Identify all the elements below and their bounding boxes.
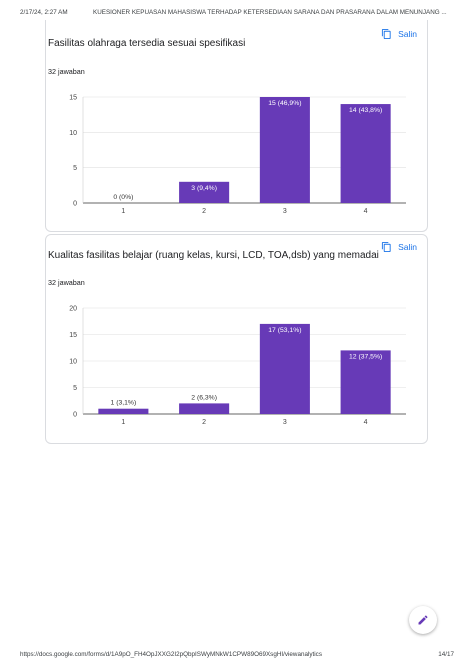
y-tick-label: 20 — [69, 306, 77, 313]
y-tick-label: 10 — [69, 359, 77, 366]
y-tick-label: 15 — [69, 95, 77, 102]
question-title: Fasilitas olahraga tersedia sesuai spesi… — [48, 38, 246, 49]
data-label: 15 (46,9%) — [268, 100, 301, 107]
data-label: 2 (6,3%) — [191, 394, 217, 401]
x-tick-label: 3 — [283, 419, 287, 426]
y-tick-label: 5 — [73, 165, 77, 172]
pdf-header: 2/17/24, 2:27 AM KUESIONER KEPUASAN MAHA… — [20, 9, 454, 19]
edit-button[interactable] — [409, 606, 437, 634]
data-label: 14 (43,8%) — [349, 107, 382, 114]
question-card-2: Salin Kualitas fasilitas belajar (ruang … — [45, 234, 428, 444]
bar — [98, 408, 149, 414]
x-tick-label: 4 — [364, 419, 368, 426]
data-label: 3 (9,4%) — [191, 185, 217, 192]
y-tick-label: 10 — [69, 130, 77, 137]
copy-icon — [382, 28, 391, 40]
x-tick-label: 2 — [202, 419, 206, 426]
copy-chart-button[interactable]: Salin — [381, 28, 417, 40]
data-label: 1 (3,1%) — [111, 400, 137, 407]
x-tick-label: 3 — [283, 208, 287, 215]
x-tick-label: 1 — [121, 208, 125, 215]
y-tick-label: 0 — [73, 412, 77, 419]
data-label: 17 (53,1%) — [268, 327, 301, 334]
bar-chart-2: 0 5 10 15 20 1 (3,1%) 1 2 (6,3%) 2 17 (53,1%) 3 12 … — [69, 306, 406, 426]
data-label: 0 (0%) — [113, 194, 133, 201]
copy-chart-button[interactable]: Salin — [381, 241, 417, 253]
response-count: 32 jawaban — [48, 67, 85, 76]
y-tick-label: 0 — [73, 201, 77, 208]
x-tick-label: 4 — [364, 208, 368, 215]
bar-chart-1: 0 5 10 15 0 (0%) 1 3 (9,4%) 2 15 (46,9%) 3 14 (43,… — [69, 95, 406, 215]
page-url: https://docs.google.com/forms/d/1A9pO_FH… — [20, 651, 322, 658]
pencil-icon — [418, 615, 428, 625]
y-tick-label: 15 — [69, 332, 77, 339]
bar — [259, 323, 310, 414]
bar — [179, 403, 230, 414]
bar — [340, 104, 391, 203]
data-label: 12 (37,5%) — [349, 353, 382, 360]
print-date: 2/17/24, 2:27 AM — [20, 9, 68, 16]
copy-icon — [382, 241, 391, 253]
x-tick-label: 2 — [202, 208, 206, 215]
bar — [179, 181, 230, 203]
copy-label: Salin — [398, 242, 417, 252]
question-card-1: Salin Fasilitas olahraga tersedia sesuai… — [45, 20, 428, 232]
question-title: Kualitas fasilitas belajar (ruang kelas,… — [48, 250, 379, 261]
page-number: 14/17 — [438, 651, 454, 658]
response-count: 32 jawaban — [48, 278, 85, 287]
bar — [259, 97, 310, 203]
y-tick-label: 5 — [73, 385, 77, 392]
copy-label: Salin — [398, 29, 417, 39]
form-title: KUESIONER KEPUASAN MAHASISWA TERHADAP KE… — [93, 9, 447, 16]
x-tick-label: 1 — [121, 419, 125, 426]
bar — [340, 350, 391, 414]
